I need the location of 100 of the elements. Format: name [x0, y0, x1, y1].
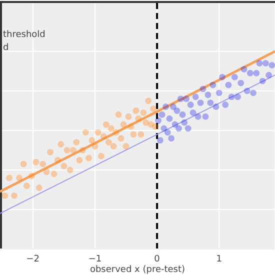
point [125, 113, 132, 120]
point [179, 111, 186, 118]
point [112, 129, 120, 136]
point [32, 158, 40, 166]
point [2, 192, 8, 199]
x-tick-label: 0 [154, 254, 160, 264]
point [156, 137, 164, 144]
point [262, 60, 269, 66]
point [155, 117, 162, 124]
point [168, 135, 175, 142]
point [50, 170, 58, 178]
point [23, 182, 30, 189]
point [238, 80, 244, 86]
point [110, 143, 117, 150]
point [170, 104, 176, 110]
point [130, 131, 137, 138]
point [76, 156, 83, 164]
x-axis-title: observed x (pre-test) [90, 265, 186, 275]
point [47, 148, 54, 156]
point [82, 129, 89, 136]
point [88, 137, 96, 144]
point [204, 92, 212, 98]
point [36, 184, 42, 191]
point [150, 106, 157, 112]
point [268, 62, 275, 68]
point [219, 74, 226, 80]
point [207, 100, 214, 106]
point [253, 70, 260, 76]
point [152, 123, 158, 130]
point [210, 82, 216, 88]
point [108, 125, 114, 132]
point [105, 139, 112, 146]
point [54, 156, 61, 164]
point [164, 129, 171, 136]
point [222, 102, 229, 108]
point [162, 104, 169, 110]
point [132, 107, 140, 114]
point [100, 133, 107, 140]
point [40, 160, 46, 168]
point [60, 162, 68, 170]
point [184, 125, 192, 132]
point [70, 147, 76, 154]
point [200, 86, 206, 92]
point [166, 115, 173, 122]
point [216, 90, 222, 96]
point [160, 125, 168, 132]
point [135, 115, 142, 122]
point [86, 154, 92, 162]
point [183, 96, 190, 102]
point [234, 94, 241, 100]
point [246, 70, 254, 76]
point [158, 111, 166, 118]
x-tick-label: −1 [88, 254, 102, 264]
annotation: d [3, 42, 10, 55]
point [6, 174, 13, 182]
point [266, 72, 272, 78]
point [231, 74, 238, 80]
point [225, 82, 232, 88]
point [16, 174, 22, 182]
point [174, 107, 180, 114]
point [140, 109, 147, 116]
point [73, 139, 80, 146]
point [20, 160, 27, 168]
point [176, 125, 182, 132]
point [256, 60, 263, 66]
point [240, 66, 248, 72]
point [102, 121, 110, 128]
x-tick-label: 1 [216, 254, 222, 264]
text: threshold [3, 29, 46, 42]
point [187, 102, 194, 108]
point [138, 131, 144, 138]
point [244, 88, 250, 94]
point [190, 109, 196, 116]
x-tick-label: −2 [26, 254, 40, 264]
point [122, 143, 130, 150]
point [64, 147, 70, 154]
point [120, 121, 127, 128]
point [197, 100, 204, 106]
point [192, 94, 199, 100]
point [212, 104, 220, 110]
point [128, 123, 134, 130]
point [194, 113, 202, 120]
point [92, 143, 98, 150]
point [118, 135, 124, 142]
point [66, 166, 74, 174]
point [250, 90, 256, 96]
point [115, 111, 122, 118]
point [202, 113, 209, 120]
point [28, 172, 35, 180]
point [181, 119, 188, 126]
point [142, 119, 150, 126]
point [94, 129, 102, 136]
point [228, 94, 235, 100]
point [58, 141, 64, 148]
point [259, 78, 266, 84]
point [79, 147, 86, 154]
point [177, 96, 184, 102]
point [43, 168, 50, 176]
point [98, 152, 104, 160]
point [11, 192, 18, 199]
